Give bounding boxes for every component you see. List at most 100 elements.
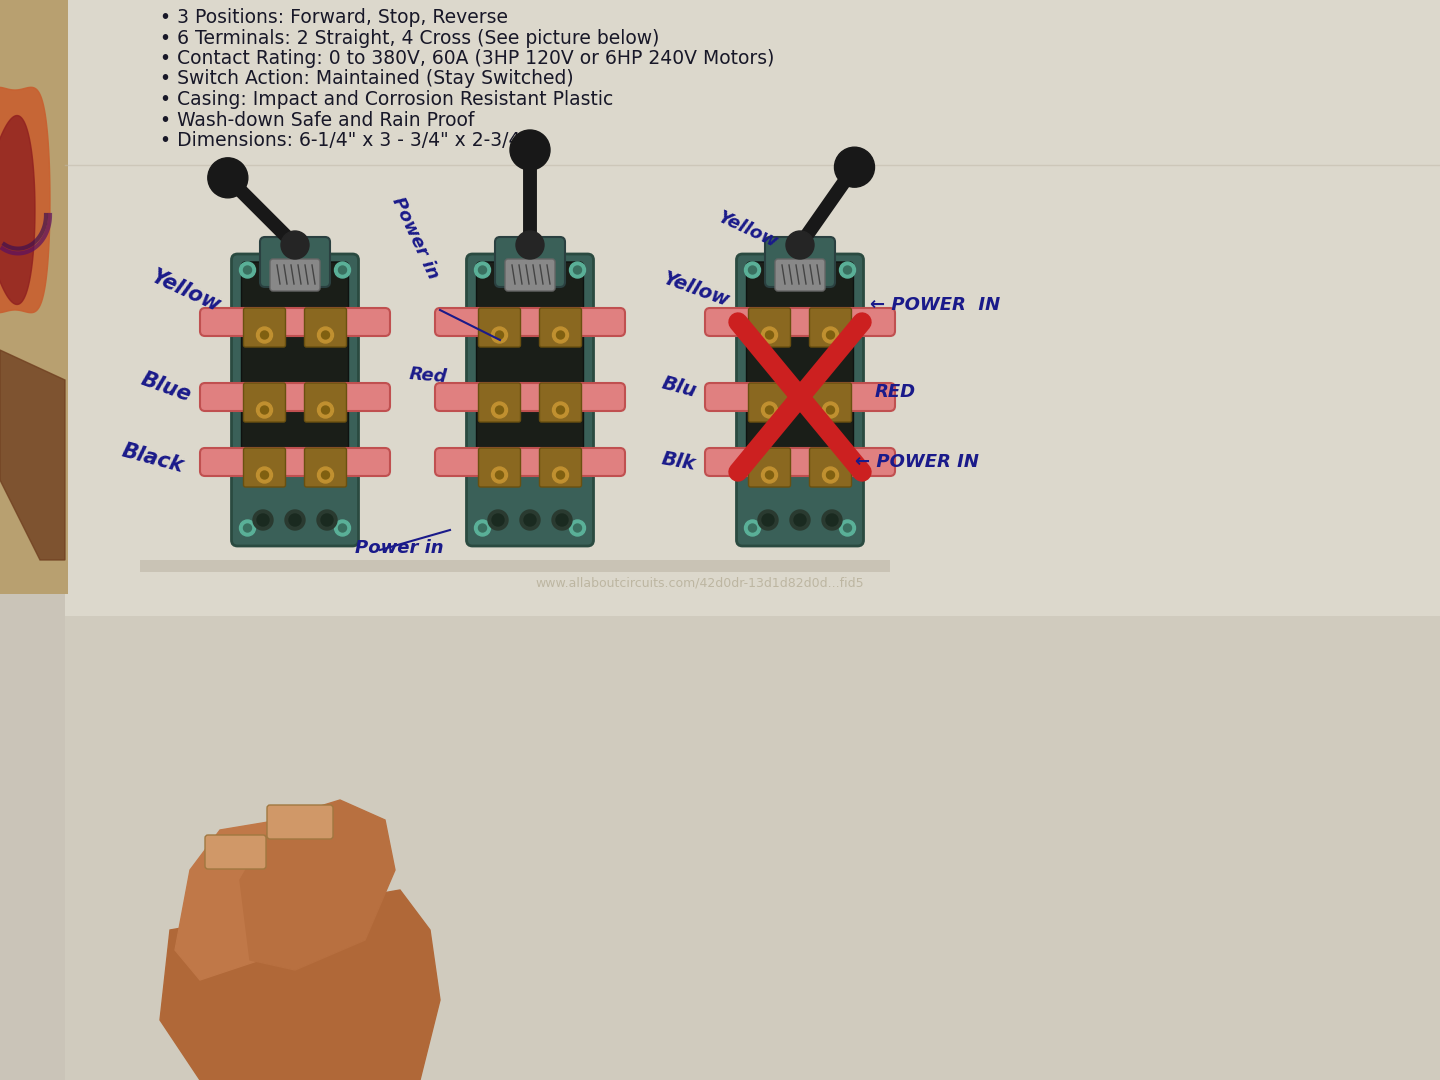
Circle shape <box>317 402 334 418</box>
Circle shape <box>553 467 569 483</box>
Bar <box>65 616 1440 1080</box>
Circle shape <box>766 330 773 339</box>
Circle shape <box>762 327 778 343</box>
FancyBboxPatch shape <box>478 448 520 487</box>
Text: • Dimensions: 6-1/4" x 3 - 3/4" x 2-3/4": • Dimensions: 6-1/4" x 3 - 3/4" x 2-3/4" <box>160 131 528 150</box>
Circle shape <box>253 510 274 530</box>
FancyBboxPatch shape <box>243 308 285 347</box>
Text: Blue: Blue <box>138 369 194 406</box>
Circle shape <box>827 330 835 339</box>
Circle shape <box>261 406 268 414</box>
FancyBboxPatch shape <box>204 835 266 869</box>
Circle shape <box>243 524 252 532</box>
Circle shape <box>520 510 540 530</box>
Circle shape <box>749 266 756 274</box>
Circle shape <box>822 467 838 483</box>
FancyBboxPatch shape <box>304 383 347 422</box>
Text: • 3 Positions: Forward, Stop, Reverse: • 3 Positions: Forward, Stop, Reverse <box>160 8 508 27</box>
FancyBboxPatch shape <box>809 448 851 487</box>
Circle shape <box>495 406 504 414</box>
Circle shape <box>321 514 333 526</box>
FancyBboxPatch shape <box>200 308 390 336</box>
Circle shape <box>285 510 305 530</box>
Text: Yellow: Yellow <box>660 269 732 311</box>
FancyBboxPatch shape <box>765 237 835 287</box>
Circle shape <box>317 327 334 343</box>
FancyBboxPatch shape <box>261 237 330 287</box>
Circle shape <box>762 467 778 483</box>
Circle shape <box>495 330 504 339</box>
Polygon shape <box>0 87 50 313</box>
Text: Red: Red <box>408 365 448 386</box>
Circle shape <box>827 514 838 526</box>
Circle shape <box>840 519 855 536</box>
Circle shape <box>338 524 347 532</box>
Circle shape <box>516 231 544 259</box>
FancyBboxPatch shape <box>495 237 564 287</box>
Circle shape <box>491 327 507 343</box>
Polygon shape <box>176 820 310 980</box>
Text: www.allaboutcircuits.com/42d0dr-13d1d82d0d...fid5: www.allaboutcircuits.com/42d0dr-13d1d82d… <box>536 577 864 590</box>
Circle shape <box>491 402 507 418</box>
Circle shape <box>573 524 582 532</box>
Text: Black: Black <box>120 441 186 476</box>
FancyBboxPatch shape <box>242 262 348 472</box>
Circle shape <box>786 231 814 259</box>
Circle shape <box>793 514 806 526</box>
FancyBboxPatch shape <box>232 254 359 546</box>
Circle shape <box>281 231 310 259</box>
Circle shape <box>256 514 269 526</box>
Circle shape <box>757 510 778 530</box>
Bar <box>65 0 1440 616</box>
Text: • Wash-down Safe and Rain Proof: • Wash-down Safe and Rain Proof <box>160 110 474 130</box>
FancyBboxPatch shape <box>467 254 593 546</box>
Circle shape <box>488 510 508 530</box>
Circle shape <box>762 402 778 418</box>
Circle shape <box>749 524 756 532</box>
FancyBboxPatch shape <box>435 448 625 476</box>
Circle shape <box>569 262 586 278</box>
Circle shape <box>573 266 582 274</box>
Circle shape <box>491 467 507 483</box>
Circle shape <box>317 467 334 483</box>
FancyBboxPatch shape <box>749 383 791 422</box>
FancyBboxPatch shape <box>706 383 896 411</box>
Circle shape <box>338 266 347 274</box>
Circle shape <box>334 262 350 278</box>
Circle shape <box>553 327 569 343</box>
Circle shape <box>261 330 268 339</box>
Bar <box>0 0 68 594</box>
Text: ← POWER IN: ← POWER IN <box>855 453 979 471</box>
Circle shape <box>827 471 835 480</box>
FancyBboxPatch shape <box>435 308 625 336</box>
Circle shape <box>822 327 838 343</box>
Circle shape <box>239 262 255 278</box>
FancyBboxPatch shape <box>200 448 390 476</box>
FancyBboxPatch shape <box>271 259 320 291</box>
Text: Blk: Blk <box>660 449 697 474</box>
Text: Blu: Blu <box>660 374 698 401</box>
Circle shape <box>766 406 773 414</box>
FancyBboxPatch shape <box>540 448 582 487</box>
FancyBboxPatch shape <box>435 383 625 411</box>
FancyBboxPatch shape <box>749 308 791 347</box>
Circle shape <box>822 402 838 418</box>
Circle shape <box>744 262 760 278</box>
Text: • Switch Action: Maintained (Stay Switched): • Switch Action: Maintained (Stay Switch… <box>160 69 573 89</box>
Circle shape <box>766 471 773 480</box>
FancyBboxPatch shape <box>505 259 554 291</box>
Circle shape <box>239 519 255 536</box>
Circle shape <box>744 519 760 536</box>
Circle shape <box>334 519 350 536</box>
Circle shape <box>475 519 491 536</box>
Circle shape <box>321 406 330 414</box>
Circle shape <box>553 402 569 418</box>
Circle shape <box>844 266 851 274</box>
Circle shape <box>321 330 330 339</box>
Text: • 6 Terminals: 2 Straight, 4 Cross (See picture below): • 6 Terminals: 2 Straight, 4 Cross (See … <box>160 28 660 48</box>
FancyBboxPatch shape <box>477 262 583 472</box>
Text: Power in: Power in <box>387 194 442 282</box>
Circle shape <box>321 471 330 480</box>
Circle shape <box>840 262 855 278</box>
Circle shape <box>256 467 272 483</box>
